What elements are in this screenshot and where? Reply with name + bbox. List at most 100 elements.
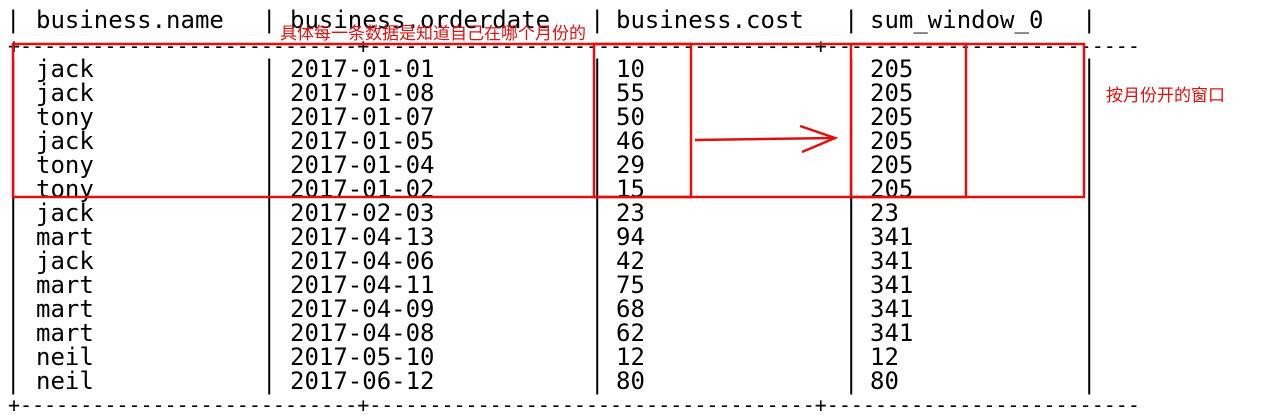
column-separator: | — [844, 271, 859, 299]
arrow-icon — [694, 136, 836, 142]
column-separator: | — [262, 55, 277, 83]
column-header-orderdate: business.orderdate — [290, 6, 551, 34]
cell-cost: 42 — [616, 247, 645, 275]
cell-cost: 23 — [616, 199, 645, 227]
column-separator: | — [1082, 343, 1097, 371]
column-separator: | — [1082, 367, 1097, 395]
cell-sum-window: 205 — [870, 79, 914, 107]
cell-sum-window: 341 — [870, 271, 914, 299]
cell-sum-window: 341 — [870, 223, 914, 251]
cell-sum-window: 205 — [870, 55, 914, 83]
column-separator: | — [1082, 151, 1097, 179]
cell-orderdate: 2017-04-08 — [290, 319, 435, 347]
arrow-head-icon — [799, 124, 839, 154]
column-separator: | — [6, 223, 21, 251]
column-separator: | — [262, 319, 277, 347]
column-separator: | — [1082, 6, 1097, 34]
cell-orderdate: 2017-01-05 — [290, 127, 435, 155]
cell-sum-window: 341 — [870, 295, 914, 323]
cell-name: mart — [36, 295, 94, 323]
column-separator: | — [590, 295, 605, 323]
cost-group-highlight — [592, 42, 693, 199]
column-separator: | — [844, 319, 859, 347]
cell-orderdate: 2017-04-13 — [290, 223, 435, 251]
cell-orderdate: 2017-04-09 — [290, 295, 435, 323]
column-separator: | — [844, 199, 859, 227]
cell-sum-window: 205 — [870, 127, 914, 155]
column-separator: | — [262, 127, 277, 155]
column-separator: | — [1082, 79, 1097, 107]
cell-orderdate: 2017-04-11 — [290, 271, 435, 299]
column-separator: | — [1082, 319, 1097, 347]
column-separator: | — [262, 295, 277, 323]
annotation-note-month-aware: 具体每一条数据是知道自己在哪个月份的 — [280, 24, 586, 44]
column-separator: | — [590, 343, 605, 371]
cell-sum-window: 205 — [870, 151, 914, 179]
column-separator: | — [1082, 127, 1097, 155]
cell-cost: 55 — [616, 79, 645, 107]
column-separator: | — [1082, 199, 1097, 227]
column-separator: | — [590, 223, 605, 251]
sum-group-highlight — [849, 42, 968, 199]
cell-name: mart — [36, 319, 94, 347]
cell-name: tony — [36, 151, 94, 179]
column-separator: | — [6, 319, 21, 347]
cell-orderdate: 2017-01-07 — [290, 103, 435, 131]
table-divider: +----------------------------+----------… — [8, 395, 1140, 415]
cell-orderdate: 2017-06-12 — [290, 367, 435, 395]
cell-sum-window: 205 — [870, 103, 914, 131]
cell-cost: 80 — [616, 367, 645, 395]
cell-name: jack — [36, 199, 94, 227]
cell-sum-window: 80 — [870, 367, 899, 395]
column-separator: | — [6, 367, 21, 395]
column-header-cost: business.cost — [616, 6, 804, 34]
cell-orderdate: 2017-05-10 — [290, 343, 435, 371]
column-separator: | — [262, 271, 277, 299]
cell-cost: 68 — [616, 295, 645, 323]
column-separator: | — [590, 319, 605, 347]
column-separator: | — [262, 199, 277, 227]
cell-orderdate: 2017-01-04 — [290, 151, 435, 179]
column-separator: | — [262, 175, 277, 203]
column-separator: | — [6, 247, 21, 275]
cell-cost: 94 — [616, 223, 645, 251]
column-separator: | — [262, 79, 277, 107]
column-separator: | — [1082, 271, 1097, 299]
column-separator: | — [1082, 295, 1097, 323]
column-separator: | — [262, 151, 277, 179]
column-separator: | — [262, 6, 277, 34]
cell-name: mart — [36, 271, 94, 299]
cell-orderdate: 2017-02-03 — [290, 199, 435, 227]
cell-orderdate: 2017-01-08 — [290, 79, 435, 107]
column-separator: | — [1082, 103, 1097, 131]
cell-cost: 50 — [616, 103, 645, 131]
cell-cost: 75 — [616, 271, 645, 299]
cell-cost: 62 — [616, 319, 645, 347]
cell-cost: 46 — [616, 127, 645, 155]
cell-name: tony — [36, 103, 94, 131]
column-separator: | — [6, 199, 21, 227]
month-group-highlight — [11, 42, 1086, 199]
cell-name: neil — [36, 367, 94, 395]
annotation-note-window-by-month: 按月份开的窗口 — [1106, 86, 1225, 106]
column-separator: | — [262, 103, 277, 131]
cell-sum-window: 23 — [870, 199, 899, 227]
column-separator: | — [6, 271, 21, 299]
column-separator: | — [262, 343, 277, 371]
cell-cost: 12 — [616, 343, 645, 371]
column-separator: | — [590, 367, 605, 395]
cell-sum-window: 341 — [870, 319, 914, 347]
column-separator: | — [844, 6, 859, 34]
column-separator: | — [1082, 247, 1097, 275]
column-separator: | — [844, 343, 859, 371]
column-header-sum-window: sum_window_0 — [870, 6, 1044, 34]
cell-name: jack — [36, 55, 94, 83]
cell-orderdate: 2017-04-06 — [290, 247, 435, 275]
cell-orderdate: 2017-01-01 — [290, 55, 435, 83]
column-separator: | — [6, 6, 21, 34]
cell-name: mart — [36, 223, 94, 251]
column-separator: | — [844, 247, 859, 275]
cell-cost: 10 — [616, 55, 645, 83]
